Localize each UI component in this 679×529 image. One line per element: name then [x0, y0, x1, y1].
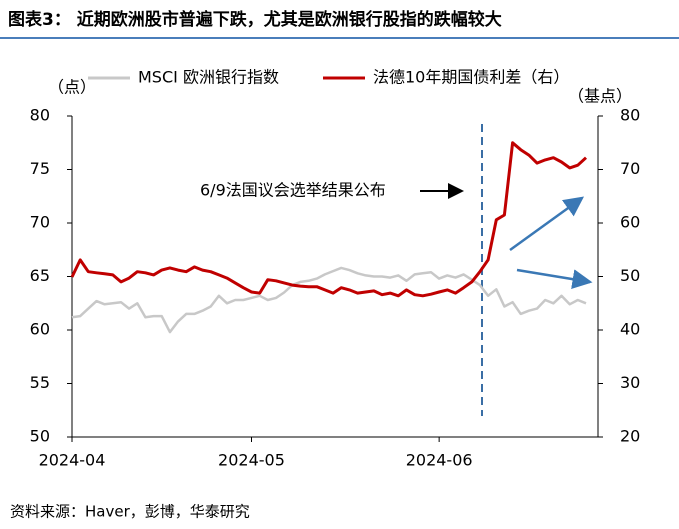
series-line [71, 266, 587, 334]
y-tick-label: 80 [30, 106, 50, 125]
y2-axis-label: （基点） [568, 87, 632, 106]
y-tick-label: 60 [30, 320, 50, 339]
y-tick-label: 65 [30, 266, 50, 285]
y2-tick-label: 50 [620, 266, 640, 285]
y-axis-label: （点） [48, 78, 96, 97]
legend-label: 法德10年期国债利差（右） [373, 68, 569, 87]
y-tick-label: 70 [30, 213, 50, 232]
y2-tick-label: 80 [620, 106, 640, 125]
y-tick-label: 55 [30, 373, 50, 392]
y2-tick-label: 30 [620, 373, 640, 392]
y-tick-label: 50 [30, 427, 50, 446]
trend-arrow [516, 268, 593, 290]
series-line [70, 141, 588, 298]
y2-tick-label: 60 [620, 213, 640, 232]
x-tick-label: 2024-05 [218, 451, 285, 470]
annotation: 6/9法国议会选举结果公布 [200, 181, 386, 200]
y2-tick-label: 70 [620, 159, 640, 178]
x-tick-label: 2024-04 [39, 451, 106, 470]
x-tick-label: 2024-06 [406, 451, 473, 470]
legend-label: MSCI 欧洲银行指数 [138, 68, 279, 87]
y2-tick-label: 20 [620, 427, 640, 446]
y2-tick-label: 40 [620, 320, 640, 339]
trend-arrow [509, 196, 585, 252]
y-tick-label: 75 [30, 159, 50, 178]
source: 资料来源：Haver，彭博，华泰研究 [10, 503, 250, 521]
chart-title: 图表3： 近期欧洲股市普遍下跌，尤其是欧洲银行股指的跌幅较大 [8, 9, 502, 30]
